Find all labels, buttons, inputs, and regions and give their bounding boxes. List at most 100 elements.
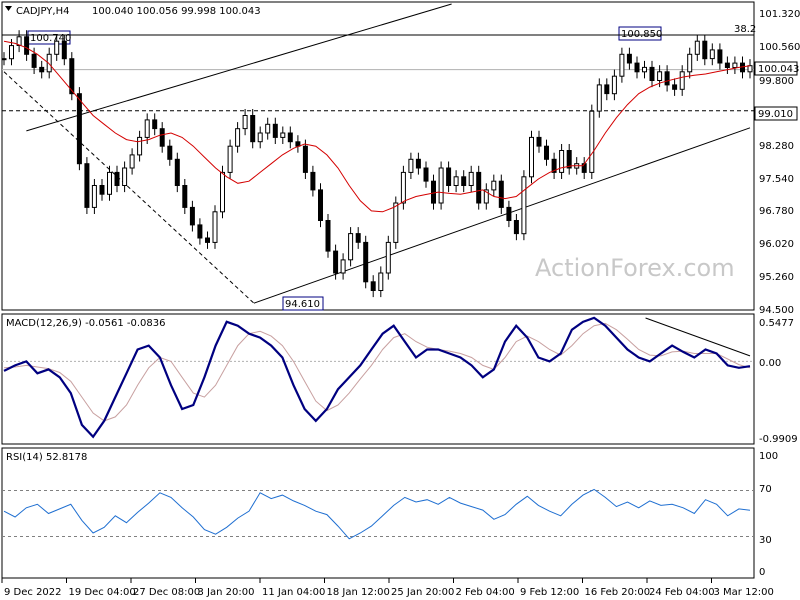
price-tick: 100.560 xyxy=(759,42,800,53)
candle xyxy=(152,119,158,130)
candle xyxy=(39,66,45,73)
candle xyxy=(114,171,120,186)
candle xyxy=(498,180,504,208)
candle xyxy=(611,75,617,95)
candle xyxy=(250,115,256,143)
time-label: 19 Dec 04:00 xyxy=(69,587,136,598)
candle xyxy=(385,241,391,274)
price-plot xyxy=(1,3,754,304)
macd-y-axis: 0.5477 0.00 -0.9909 xyxy=(759,318,798,445)
candle xyxy=(84,163,90,208)
candle xyxy=(122,167,128,186)
candle xyxy=(325,220,331,252)
candle xyxy=(16,36,22,46)
price-tick: 94.500 xyxy=(759,305,794,316)
candle xyxy=(423,167,429,182)
candle xyxy=(272,123,278,138)
candle xyxy=(551,158,557,173)
candle xyxy=(461,176,467,187)
rsi-plot xyxy=(2,488,754,540)
candle xyxy=(596,84,602,112)
candle xyxy=(664,71,670,86)
macd-tick: 0.00 xyxy=(759,358,781,369)
candle xyxy=(174,158,180,187)
candle xyxy=(544,145,549,160)
support-level-box xyxy=(754,106,798,121)
level-annotation-box xyxy=(618,26,662,41)
candle xyxy=(649,66,655,82)
candle xyxy=(468,171,474,186)
candle xyxy=(370,281,376,291)
candle xyxy=(724,62,730,68)
current-price-box xyxy=(754,61,798,76)
candle xyxy=(144,119,150,138)
candle xyxy=(61,40,67,60)
time-label: 27 Dec 08:00 xyxy=(133,587,200,598)
candle xyxy=(521,176,527,235)
macd-signal-line xyxy=(3,322,751,422)
candle xyxy=(24,36,30,55)
triangle-down-icon[interactable] xyxy=(5,6,12,11)
falling-trendline xyxy=(3,71,255,304)
candle xyxy=(99,185,105,195)
candle xyxy=(46,53,52,73)
candle xyxy=(205,237,210,243)
macd-plot xyxy=(2,316,754,439)
candle xyxy=(129,154,135,169)
price-panel-frame xyxy=(1,1,755,311)
candle xyxy=(476,171,482,204)
candle xyxy=(626,53,632,64)
candle xyxy=(137,136,143,156)
ohlc-readout: 100.040 100.056 99.998 100.043 xyxy=(92,6,261,17)
candle xyxy=(619,53,625,77)
candle xyxy=(732,62,738,68)
candle xyxy=(415,158,421,169)
candle xyxy=(529,136,534,178)
fib-label: 38.2 xyxy=(734,24,756,35)
rsi-y-axis: 100 70 30 0 xyxy=(759,451,778,578)
candle xyxy=(566,150,572,169)
candle xyxy=(483,189,489,204)
symbol-label: CADJPY,H4 xyxy=(16,6,69,17)
candle xyxy=(581,163,587,173)
candle xyxy=(589,110,595,173)
candle xyxy=(747,65,753,73)
macd-title: MACD(12,26,9) -0.0561 -0.0836 xyxy=(6,318,166,329)
rsi-panel-frame xyxy=(1,447,755,579)
price-tick: 97.540 xyxy=(759,174,794,185)
candle xyxy=(438,167,444,204)
candle xyxy=(242,115,248,130)
candle xyxy=(91,185,97,208)
candle xyxy=(69,58,75,95)
level-annotation-box xyxy=(282,296,324,311)
candle xyxy=(709,49,715,60)
moving-average-line xyxy=(3,40,751,213)
time-label: 11 Jan 04:00 xyxy=(262,587,325,598)
candle xyxy=(355,233,361,243)
candle xyxy=(107,171,112,195)
candle xyxy=(694,40,700,55)
candle xyxy=(431,180,436,204)
candle xyxy=(657,71,663,82)
macd-panel-frame xyxy=(1,313,755,445)
candle xyxy=(265,123,271,134)
candle xyxy=(318,189,323,221)
candle xyxy=(189,206,195,226)
time-label: 9 Dec 2022 xyxy=(4,587,62,598)
level-annotation-text: 100.850 xyxy=(621,29,662,40)
lower-channel-trendline xyxy=(253,127,751,304)
candle xyxy=(378,272,384,291)
candle xyxy=(604,84,610,95)
rsi-tick: 100 xyxy=(759,451,778,462)
candle xyxy=(76,93,82,165)
candle xyxy=(408,158,414,173)
candle xyxy=(393,202,399,243)
candle xyxy=(679,71,685,90)
current-price-label: 100.043 xyxy=(758,64,799,75)
candle xyxy=(333,250,339,274)
candle xyxy=(340,259,346,274)
price-tick: 98.280 xyxy=(759,141,794,152)
candle xyxy=(348,233,354,261)
